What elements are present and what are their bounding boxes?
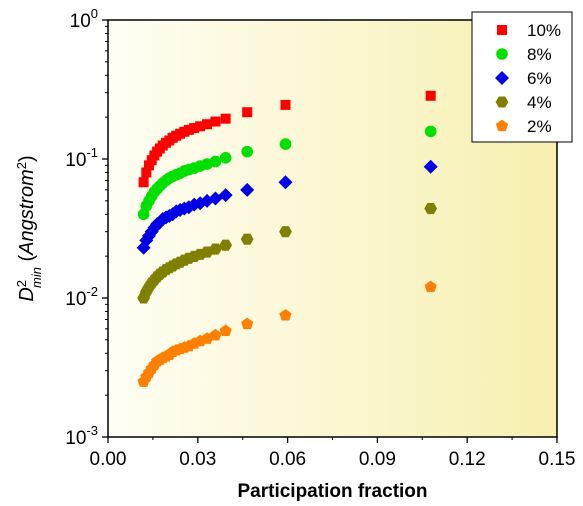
data-point: [219, 324, 232, 337]
y-axis-unit-sup: 2: [14, 162, 29, 169]
data-point: [240, 233, 254, 245]
data-point: [279, 138, 292, 150]
y-axis-symbol: D: [16, 287, 38, 301]
series-4pct: [137, 203, 438, 304]
y-tick-label: 10-2: [65, 284, 98, 310]
series-6pct: [136, 159, 438, 255]
data-point: [425, 90, 436, 101]
data-point: [141, 167, 152, 178]
series-8pct: [137, 125, 437, 221]
data-point: [220, 113, 231, 124]
data-point: [424, 125, 437, 138]
data-point: [279, 226, 292, 238]
data-point: [241, 145, 253, 158]
legend: 10% 8% 6% 4% 2%: [471, 11, 573, 143]
x-axis-title: Participation fraction: [237, 481, 427, 502]
legend-box: [471, 11, 573, 143]
x-tick-label: 0.09: [359, 449, 396, 470]
data-point: [423, 159, 438, 174]
x-axis-ticks: 0.00 0.03 0.06 0.09 0.12 0.15: [90, 437, 576, 470]
legend-marker: [496, 48, 508, 60]
data-point: [424, 203, 438, 215]
y-axis-unit-open: (: [16, 254, 38, 267]
legend-label: 6%: [527, 69, 552, 88]
x-tick-label: 0.00: [90, 449, 127, 470]
data-point: [209, 328, 222, 341]
data-point: [278, 175, 293, 190]
y-tick-label: 10-1: [65, 145, 98, 171]
plot-frame: [107, 19, 558, 438]
legend-marker: [495, 71, 509, 85]
y-axis-title: D2min (Angstrom2): [14, 155, 44, 301]
data-point: [189, 123, 200, 134]
y-tick-label: 100: [70, 6, 98, 32]
data-point: [241, 317, 254, 330]
data-point: [202, 119, 213, 130]
legend-label: 8%: [527, 45, 552, 64]
data-point: [280, 99, 291, 110]
x-tick-label: 0.06: [269, 449, 306, 470]
data-point: [218, 188, 233, 203]
legend-marker: [497, 25, 507, 35]
series-10pct: [138, 90, 436, 188]
series-2pct: [137, 280, 437, 387]
legend-marker: [495, 96, 509, 108]
data-point: [279, 308, 292, 321]
data-point: [144, 160, 155, 171]
data-point: [242, 107, 253, 118]
y-axis-unit: Angstrom: [16, 169, 38, 256]
legend-marker: [495, 119, 509, 132]
x-tick-label: 0.12: [449, 449, 486, 470]
data-point: [219, 152, 232, 164]
data-point: [209, 243, 222, 255]
y-axis-ticks: 10-3 10-2 10-1 100: [65, 6, 108, 449]
data-point: [183, 124, 194, 135]
data-point: [210, 116, 221, 127]
data-point: [195, 121, 206, 132]
legend-label: 4%: [527, 93, 552, 112]
y-axis-unit-close: ): [16, 155, 38, 162]
data-point: [209, 155, 222, 168]
y-axis-symbol-sup: 2: [14, 280, 29, 287]
data-point: [219, 239, 233, 251]
data-point: [138, 177, 149, 188]
data-point: [424, 280, 437, 293]
y-axis-symbol-sub: min: [29, 267, 44, 288]
x-tick-label: 0.15: [539, 449, 576, 470]
data-point: [240, 182, 255, 197]
legend-label: 10%: [527, 21, 561, 40]
legend-label: 2%: [527, 117, 552, 136]
y-tick-label: 10-3: [65, 423, 98, 449]
x-tick-label: 0.03: [179, 449, 216, 470]
data-points: [136, 90, 438, 387]
